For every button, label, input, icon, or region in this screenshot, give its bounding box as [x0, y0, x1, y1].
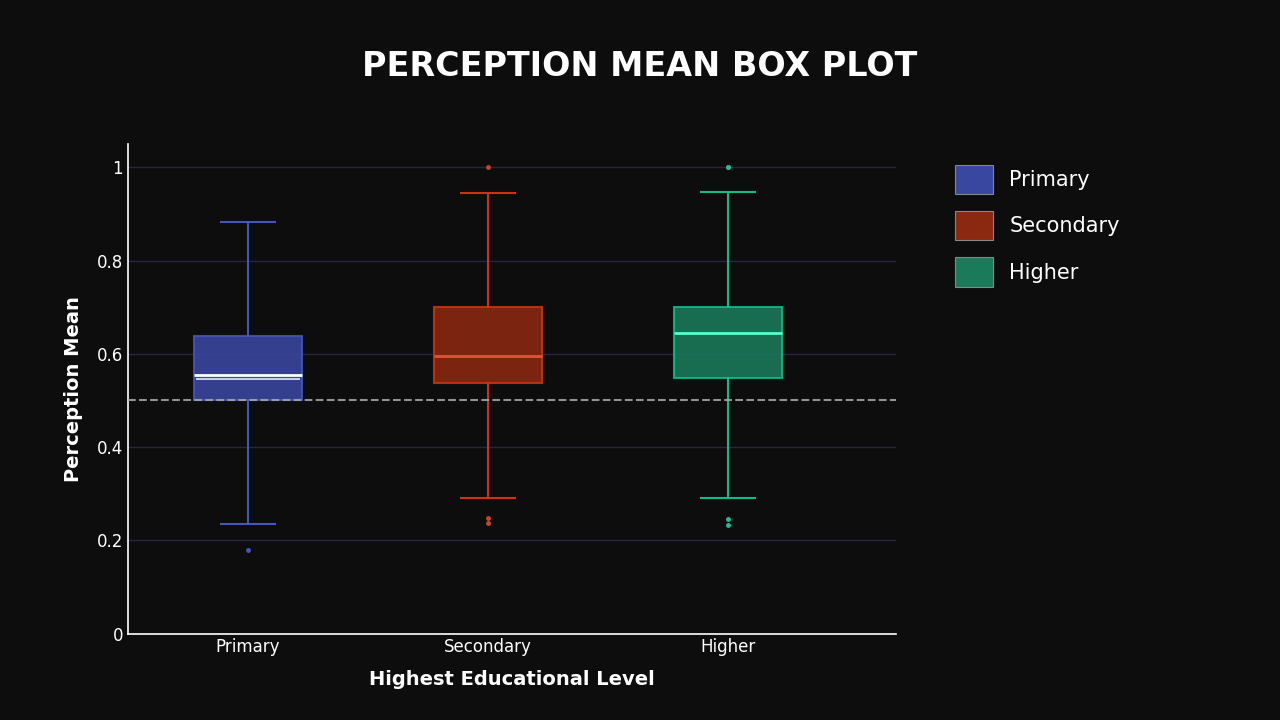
X-axis label: Highest Educational Level: Highest Educational Level	[369, 670, 655, 689]
Legend: Primary, Secondary, Higher: Primary, Secondary, Higher	[945, 154, 1130, 297]
PathPatch shape	[675, 307, 782, 378]
Y-axis label: Perception Mean: Perception Mean	[64, 296, 83, 482]
Text: PERCEPTION MEAN BOX PLOT: PERCEPTION MEAN BOX PLOT	[362, 50, 918, 84]
PathPatch shape	[434, 307, 541, 383]
PathPatch shape	[195, 336, 302, 400]
